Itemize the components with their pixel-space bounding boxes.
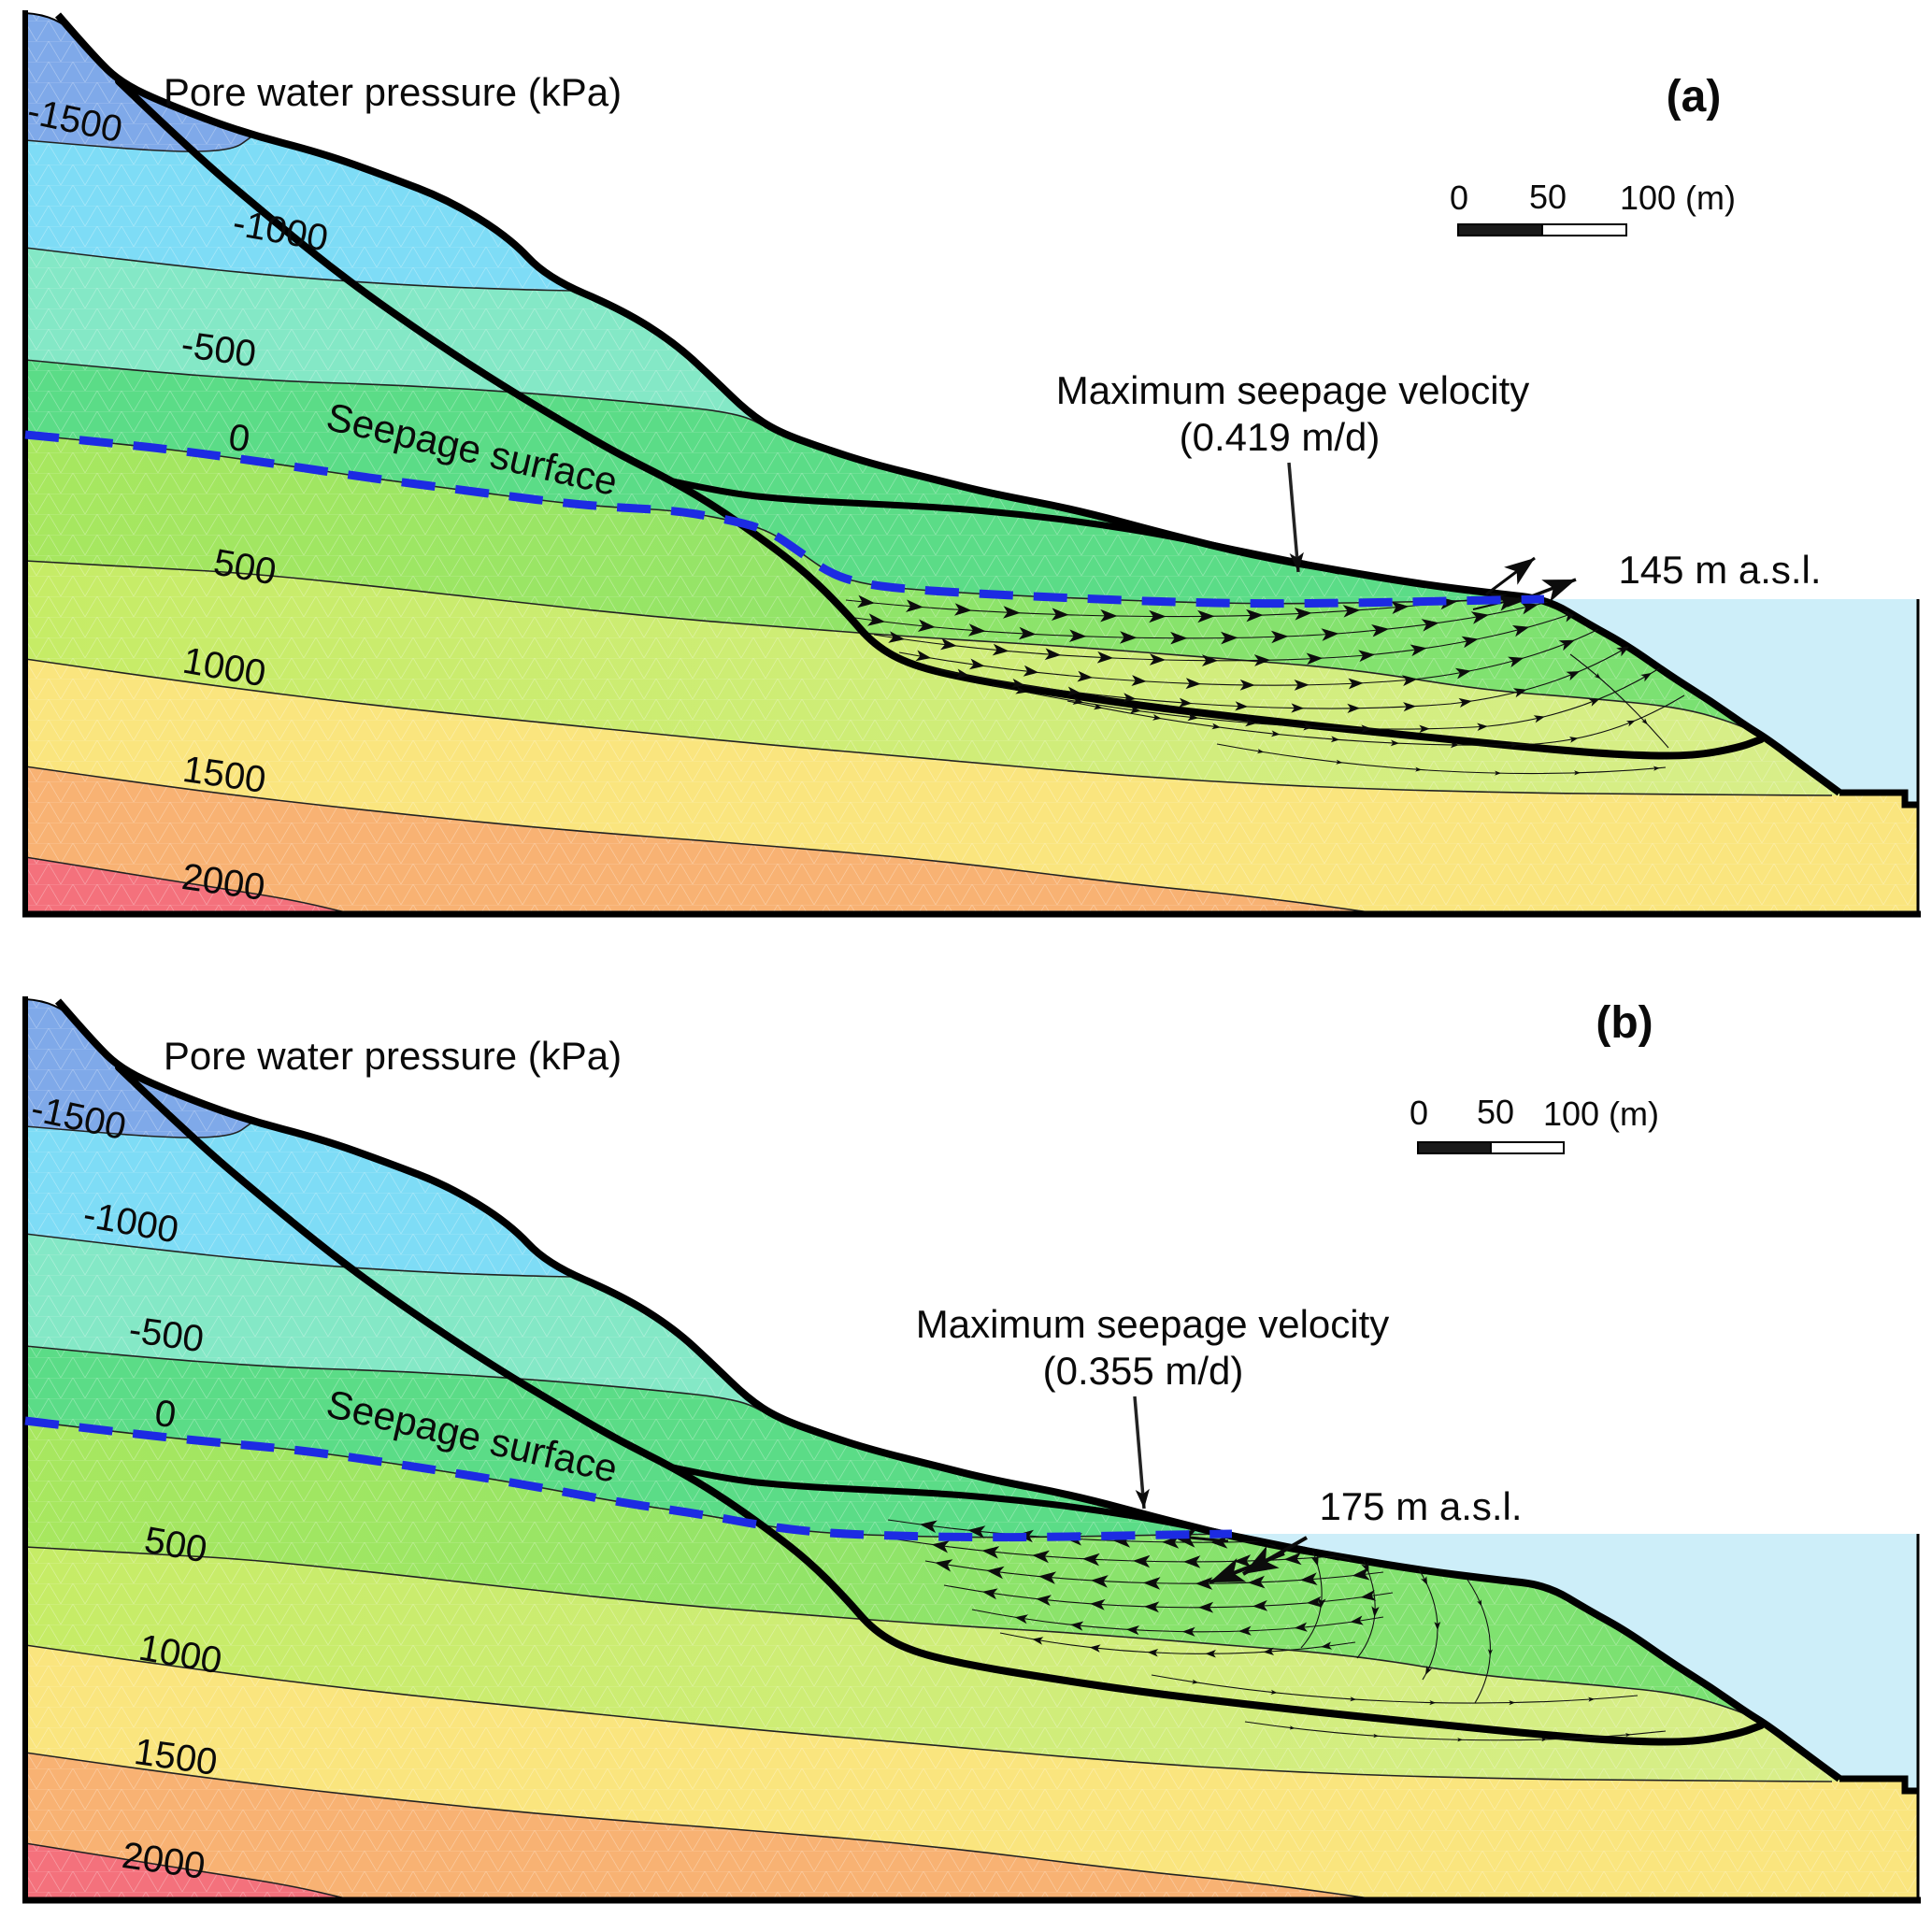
panel-A [22,10,1921,918]
panel-letter-b: (b) [1596,997,1653,1048]
scalebar-b-50: 50 [1476,1093,1515,1132]
scale-bar [1457,223,1627,236]
scalebar-b-100m: 100 (m) [1542,1095,1660,1134]
scalebar-a-50: 50 [1528,178,1567,217]
max-velocity-text-b: Maximum seepage velocity [915,1301,1390,1346]
water-level-label-b: 175 m a.s.l. [1319,1483,1523,1528]
seepage-surface-line [24,430,1545,608]
scalebar-b-0: 0 [1409,1094,1429,1133]
max-velocity-value-b: (0.355 m/d) [1042,1348,1244,1393]
pwp-title-b: Pore water pressure (kPa) [163,1033,623,1078]
seepage-surface-line [24,1416,1233,1542]
scale-bar [1417,1141,1565,1154]
scalebar-a-0: 0 [1449,179,1469,218]
scalebar-a-100m: 100 (m) [1619,179,1737,218]
max-velocity-text-a: Maximum seepage velocity [1055,367,1530,412]
water-level-label-a: 145 m a.s.l. [1618,547,1822,592]
velocity-vector-field [887,1519,1667,1742]
panel-B [22,996,1921,1904]
panel-letter-a: (a) [1666,71,1722,122]
max-velocity-value-a: (0.419 m/d) [1179,414,1381,459]
pwp-title-a: Pore water pressure (kPa) [163,69,623,114]
